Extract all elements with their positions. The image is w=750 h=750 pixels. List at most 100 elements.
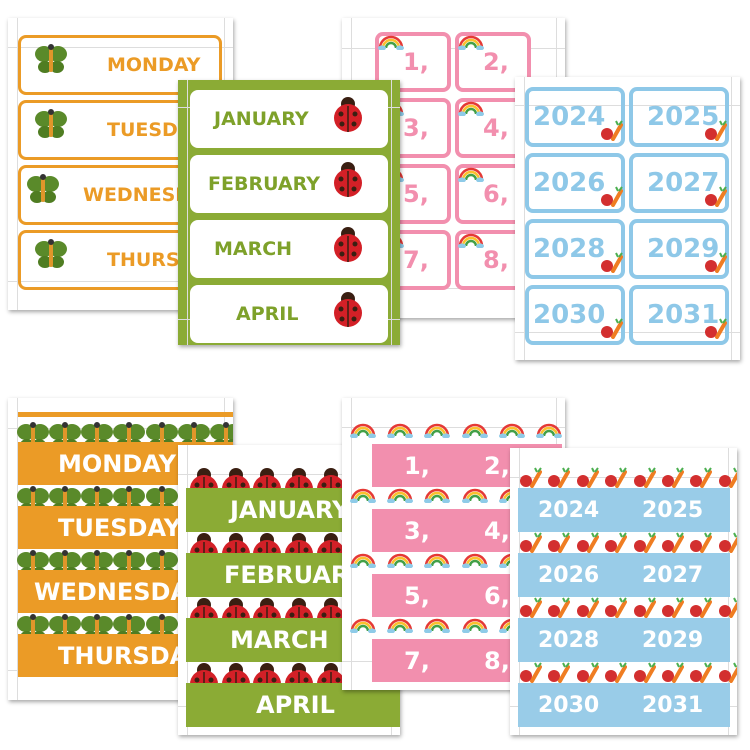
veggies [633,662,656,683]
veggies-icon [546,466,571,492]
year-strip [518,683,730,727]
date-label: 4, [484,516,510,545]
date-label: 8, [484,646,510,675]
year-label: 2026 [538,562,600,588]
veggies [718,597,737,618]
veggies-icon [717,531,737,557]
rainbow [498,423,525,439]
veggies-icon [660,466,684,492]
rainbow [350,553,376,569]
rainbow-icon [350,487,376,507]
guide-line [17,18,18,310]
date-label: 6, [484,581,510,610]
veggies-icon [603,661,628,687]
month-strip: APRIL [186,683,400,727]
rainbow-icon [387,422,414,442]
veggies-icon [546,661,571,687]
year-label: 2029 [642,627,704,653]
year-card: 2025 [629,87,729,147]
veggies [705,318,727,339]
veggies [576,467,599,488]
rainbow [350,488,376,504]
veggies [661,467,684,488]
veggies-icon [599,317,623,343]
year-strip [518,553,730,597]
rainbow-icon [424,487,451,507]
year-card: 2028 [525,219,625,279]
year-label: 2031 [642,692,704,718]
rainbow-icon [461,422,488,442]
decor-band [342,420,565,444]
rainbow-icon [350,422,376,442]
veggies-icon [717,661,737,687]
veggies-icon [688,661,713,687]
year-card: 2026 [525,153,625,213]
veggies-icon [703,185,727,211]
butterfly [35,44,67,73]
year-label: 2028 [538,627,600,653]
butterfly [35,109,67,138]
year-label: 2024 [538,497,600,523]
date-label: 5, [404,581,430,610]
date-label: 7, [404,646,430,675]
rainbow [387,488,414,504]
decor-band [510,659,737,683]
rainbow [387,553,414,569]
rainbow [461,618,488,634]
veggies [718,467,737,488]
veggies-icon [575,596,599,622]
date-label: 2, [484,451,510,480]
veggies-icon [518,596,542,622]
guide-line [8,47,233,49]
ladybug-icon [330,289,366,333]
veggies-icon [575,661,599,687]
rainbow-icon [350,617,376,637]
veggies-icon [632,596,656,622]
veggies-icon [632,466,656,492]
veggies [661,597,684,618]
veggies-icon [518,531,542,557]
guide-line [731,77,732,360]
guide-line [186,80,188,345]
veggies [705,186,727,207]
guide-line [342,288,565,289]
veggies-icon [717,596,737,622]
veggies [520,597,542,618]
guide-line [391,80,393,345]
ladybug-icon [330,94,366,138]
veggies [548,467,571,488]
year-card: 2027 [629,153,729,213]
rainbow [458,35,484,51]
veggies [520,467,542,488]
veggies-icon [546,531,571,557]
days-strips-sheet: MONDAY TUESDAY WEDNESDAY THURSDAY [8,398,233,700]
veggies [633,467,656,488]
rainbow-icon [461,552,488,572]
veggies-icon [599,251,623,277]
rainbow-icon [498,422,525,442]
date-label: 3, [404,516,430,545]
rainbow-icon [387,617,414,637]
year-strip [518,618,730,662]
year-card: 2029 [629,219,729,279]
year-card: 2030 [525,285,625,345]
rainbow [378,35,404,51]
guide-line [342,48,565,49]
veggies-icon [518,661,542,687]
ladybug [334,292,362,327]
year-strip [518,488,730,532]
veggies [601,318,623,339]
veggies-icon [717,466,737,492]
veggies-icon [660,596,684,622]
veggies-icon [703,251,727,277]
year-label: 2027 [642,562,704,588]
veggies [718,532,737,553]
guide-line [524,77,525,360]
veggies [520,532,542,553]
veggies [633,597,656,618]
guide-line [8,280,233,282]
rainbow [461,488,488,504]
veggies [576,532,599,553]
guide-line [515,331,740,333]
